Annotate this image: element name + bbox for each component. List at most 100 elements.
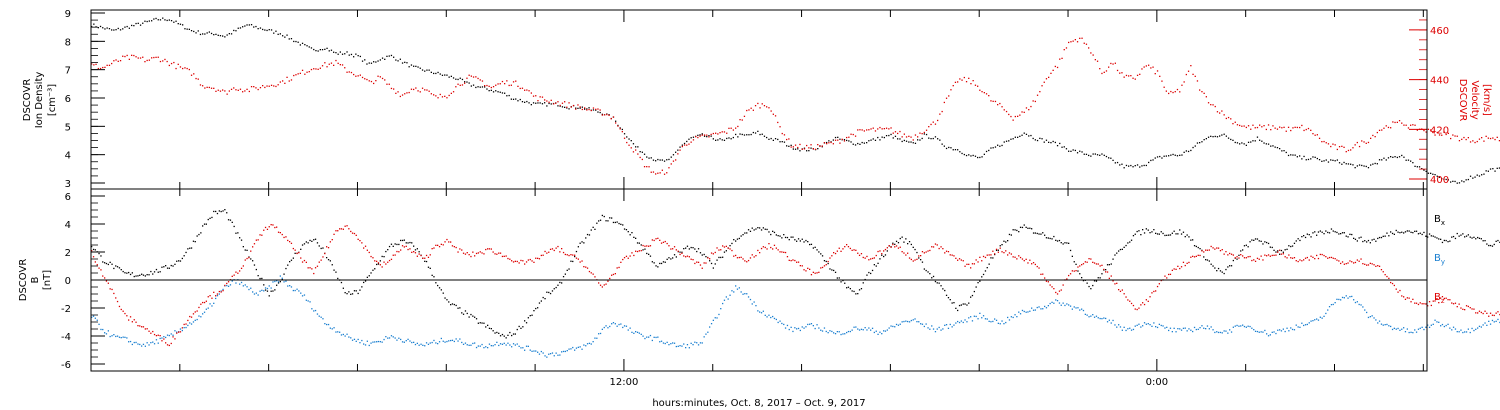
velocity-point (170, 62, 173, 65)
velocity-point (610, 118, 612, 120)
field-bx-point (607, 220, 609, 222)
field-bz-point (1464, 309, 1466, 311)
field-by-point (868, 327, 870, 329)
field-bz-point (529, 258, 531, 261)
field-bx-point (181, 257, 183, 260)
field-bz-point (1149, 296, 1151, 298)
field-bz-point (100, 269, 102, 271)
field-by-point (364, 344, 367, 346)
field-bz-point (1143, 303, 1146, 306)
field-by-point (96, 319, 98, 321)
velocity-point (883, 128, 885, 130)
field-by-point (759, 311, 761, 313)
field-by-point (1401, 328, 1403, 330)
field-bx-point (277, 282, 280, 284)
field-bx-point (701, 254, 703, 256)
field-bx-point (194, 241, 196, 243)
field-bx-point (566, 269, 568, 271)
field-bx-point (1462, 233, 1464, 235)
density-point (1287, 154, 1290, 157)
field-bz-point (1090, 258, 1092, 260)
velocity-point (1168, 92, 1170, 95)
field-by-point (1488, 320, 1490, 322)
velocity-point (988, 95, 990, 97)
velocity-point (1032, 100, 1034, 102)
field-bz-point (799, 265, 801, 267)
field-bz-point (266, 228, 269, 230)
density-point (1247, 141, 1250, 143)
field-bx-point (960, 304, 962, 306)
velocity-point (1103, 71, 1105, 73)
field-bz-point (1425, 303, 1427, 305)
field-bx-point (483, 322, 485, 324)
field-by-point (1475, 328, 1477, 330)
density-point (559, 105, 561, 107)
field-bx-point (1430, 235, 1432, 237)
field-bz-point (966, 263, 968, 265)
density-point (199, 33, 202, 36)
field-bx-point (638, 242, 640, 244)
field-by-point (1186, 330, 1188, 332)
field-bz-point (425, 254, 428, 257)
field-by-point (413, 341, 415, 343)
field-by-point (161, 337, 163, 339)
density-point (905, 140, 908, 142)
field-bz-point (1319, 253, 1321, 256)
field-by-point (261, 289, 263, 291)
field-bx-point (1303, 235, 1305, 237)
field-by-point (1464, 331, 1466, 333)
field-by-point (429, 342, 431, 344)
field-bx-point (840, 281, 842, 283)
field-by-point (1323, 315, 1325, 317)
field-bx-point (1119, 248, 1122, 251)
density-point (1394, 156, 1396, 158)
field-by-point (1027, 311, 1029, 313)
density-point (1148, 161, 1150, 164)
velocity-point (934, 123, 937, 125)
velocity-point (195, 77, 197, 80)
field-by-point (146, 342, 148, 344)
field-bz-point (611, 274, 613, 276)
field-bz-point (468, 254, 470, 256)
density-point (1438, 176, 1441, 178)
velocity-point (632, 151, 635, 153)
field-bx-point (1032, 232, 1035, 234)
density-point (1076, 152, 1079, 154)
field-bx-point (1417, 233, 1420, 235)
field-bx-point (1308, 234, 1310, 236)
velocity-point (1239, 124, 1241, 127)
field-bz-point (692, 259, 694, 261)
field-by-point (660, 340, 663, 342)
field-bx-point (775, 234, 777, 236)
field-bz-point (1373, 264, 1375, 266)
field-bz-point (244, 259, 246, 261)
field-by-point (803, 327, 805, 329)
field-bx-point (666, 258, 668, 260)
field-bx-point (955, 307, 957, 309)
field-by-point (1358, 303, 1360, 306)
field-by-point (616, 325, 618, 327)
field-by-point (409, 340, 411, 342)
velocity-point (1483, 140, 1485, 142)
density-point (113, 29, 115, 31)
field-bx-point (846, 287, 848, 289)
field-bz-point (401, 245, 404, 247)
density-axis-label: [cm⁻³] (47, 84, 58, 116)
field-bz-point (875, 254, 877, 257)
field-by-point (170, 333, 172, 335)
field-bz-point (627, 257, 629, 259)
field-bz-point (105, 280, 108, 282)
velocity-point (957, 81, 959, 83)
field-bx-point (318, 245, 320, 247)
velocity-point (275, 85, 277, 88)
density-point (1239, 143, 1241, 145)
field-by-point (1077, 307, 1079, 309)
field-by-point (1364, 309, 1366, 311)
field-by-point (263, 290, 265, 292)
field-by-point (215, 297, 217, 300)
density-point (151, 20, 153, 22)
field-by-point (307, 300, 309, 302)
field-bz-point (1164, 275, 1166, 277)
field-bx-point (192, 240, 195, 242)
density-point (448, 76, 450, 78)
